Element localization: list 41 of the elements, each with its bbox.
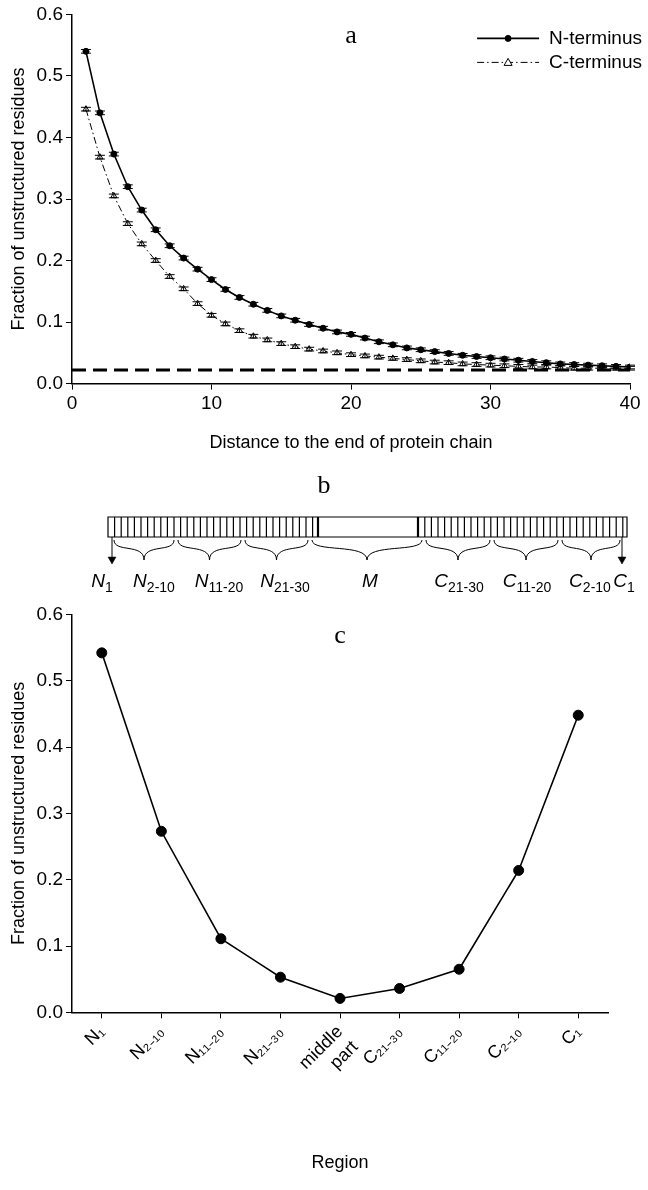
y-tick-label: 0.0 bbox=[36, 371, 64, 393]
text: N$_{2-10}$ bbox=[133, 570, 175, 595]
x-tick-label: 40 bbox=[619, 392, 641, 414]
chart-title: a bbox=[345, 20, 358, 50]
x-axis-title: Region bbox=[311, 1152, 369, 1173]
y-axis-title: Fraction of unstructured residues bbox=[7, 681, 28, 945]
y-tick-label: 0.5 bbox=[36, 64, 64, 86]
y-tick-label: 0.1 bbox=[36, 310, 64, 332]
y-tick-label: 0.0 bbox=[36, 1000, 64, 1022]
text: N$_{1}$ bbox=[91, 570, 113, 595]
text: C$_{1}$ bbox=[613, 570, 635, 595]
text: C$_{2-10}$ bbox=[569, 570, 611, 595]
x-axis-title: Distance to the end of protein chain bbox=[209, 432, 493, 453]
y-tick-label: 0.6 bbox=[36, 602, 64, 624]
x-tick-label: 10 bbox=[200, 392, 223, 414]
x-tick-label: 20 bbox=[340, 392, 362, 414]
chart-title: c bbox=[334, 620, 346, 650]
x-tick-label: 0 bbox=[66, 392, 78, 414]
text: C$_{21-30}$ bbox=[434, 570, 484, 595]
text: C$_{11-20}$ bbox=[502, 570, 552, 595]
text: N$_{11-20}$ bbox=[194, 570, 244, 595]
y-tick-label: 0.2 bbox=[36, 867, 64, 889]
text: M bbox=[362, 570, 378, 592]
x-tick-label: C₁ bbox=[556, 1021, 585, 1049]
y-tick-label: 0.5 bbox=[36, 668, 64, 690]
text: b bbox=[317, 470, 331, 500]
x-tick-label: N₂₋₁₀ bbox=[125, 1021, 168, 1064]
x-tick-label: C₂₋₁₀ bbox=[482, 1021, 526, 1064]
y-tick-label: 0.1 bbox=[36, 934, 64, 956]
x-tick-label: N₁ bbox=[80, 1021, 109, 1049]
y-tick-label: 0.6 bbox=[36, 2, 64, 24]
text: N$_{21-30}$ bbox=[260, 570, 310, 595]
y-tick-label: 0.4 bbox=[36, 735, 64, 757]
legend-label: C-terminus bbox=[549, 50, 642, 72]
x-tick-label: 30 bbox=[479, 392, 502, 414]
y-tick-label: 0.2 bbox=[36, 248, 64, 270]
y-tick-label: 0.4 bbox=[36, 125, 64, 147]
y-tick-label: 0.3 bbox=[36, 801, 64, 823]
y-tick-label: 0.3 bbox=[36, 187, 64, 209]
legend-label: N-terminus bbox=[549, 26, 642, 48]
y-axis-title: Fraction of unstructured residues bbox=[7, 67, 28, 331]
